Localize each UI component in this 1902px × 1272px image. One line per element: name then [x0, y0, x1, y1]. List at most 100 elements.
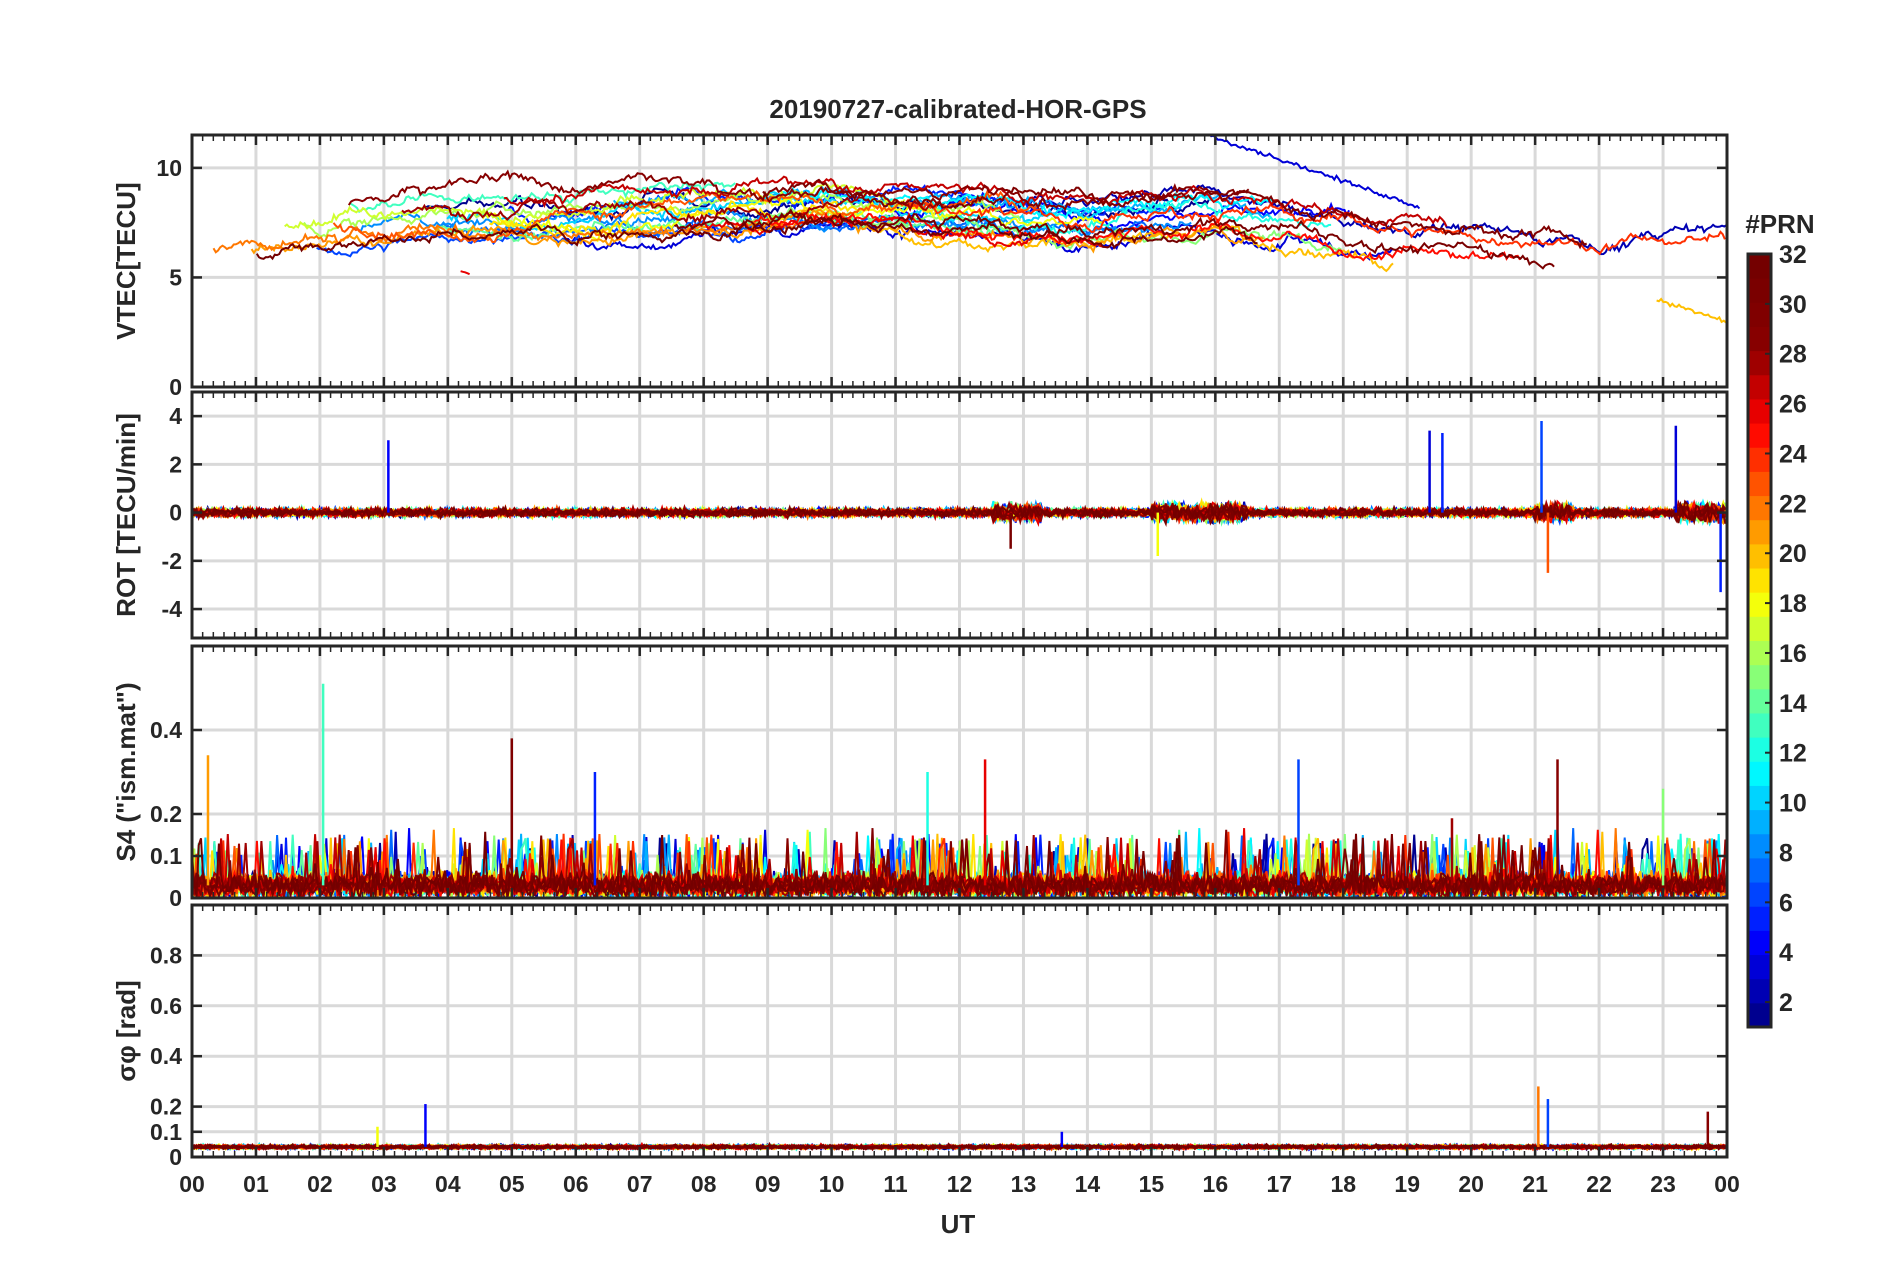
series-prn-32 — [255, 216, 1258, 261]
colorbar-level — [1748, 785, 1771, 811]
x-tick-label: 00 — [179, 1171, 205, 1197]
colorbar-tick-label: 22 — [1779, 490, 1807, 518]
x-tick-label: 12 — [947, 1171, 973, 1197]
x-tick-label: 17 — [1266, 1171, 1292, 1197]
y-tick-label: 0.1 — [150, 1119, 182, 1145]
series-prn-10 — [446, 191, 1128, 231]
colorbar-level — [1748, 857, 1771, 883]
x-tick-label: 23 — [1650, 1171, 1676, 1197]
y-tick-label: 0.2 — [150, 801, 182, 827]
colorbar-level — [1748, 978, 1771, 1004]
colorbar-level — [1748, 906, 1771, 931]
panel-s4: 0 0.1 0.2 0.4 S4 ("ism.mat") — [111, 644, 1729, 911]
colorbar-level — [1748, 398, 1771, 424]
colorbar-tick-label: 32 — [1779, 241, 1807, 269]
colorbar-tick-label: 18 — [1779, 590, 1807, 618]
arc-prn-20 — [1656, 297, 1727, 324]
colorbar-level — [1748, 423, 1771, 448]
colorbar-tick-label: 8 — [1779, 839, 1793, 867]
y-tick-label: 0.6 — [150, 993, 182, 1019]
series-prn-24 — [904, 198, 1726, 256]
x-tick-label: 15 — [1139, 1171, 1165, 1197]
x-ticks — [190, 646, 1729, 898]
x-tick-label: 11 — [883, 1171, 908, 1197]
colorbar-level — [1748, 278, 1771, 303]
x-tick-label: 00 — [1714, 1171, 1740, 1197]
y-tick-label: 0 — [169, 885, 182, 911]
colorbar-level — [1748, 882, 1771, 907]
x-tick-label: 01 — [243, 1171, 269, 1197]
y-tick-label: 0.4 — [150, 717, 182, 743]
colorbar-level — [1748, 326, 1771, 352]
colorbar-tick-label: 2 — [1779, 989, 1793, 1017]
arc-prn-3 — [1208, 135, 1421, 210]
colorbar-level — [1748, 568, 1771, 593]
colorbar-level — [1748, 640, 1771, 666]
x-axis-label: UT — [941, 1209, 976, 1239]
colorbar-level — [1748, 930, 1771, 956]
colorbar-level — [1748, 761, 1771, 786]
panel-vtec: 0 5 10 VTEC[TECU] — [111, 133, 1729, 400]
colorbar-level — [1748, 809, 1771, 835]
y-tick-label: 0.8 — [150, 942, 182, 968]
colorbar-tick-label: 14 — [1779, 690, 1807, 718]
x-tick-label: 07 — [627, 1171, 653, 1197]
colorbar-level — [1748, 954, 1771, 980]
y-axis-label-s4: S4 ("ism.mat") — [111, 682, 141, 861]
colorbar-level — [1748, 833, 1771, 859]
x-tick-label: 03 — [371, 1171, 397, 1197]
colorbar-level — [1748, 374, 1771, 400]
colorbar-level — [1748, 543, 1771, 569]
x-tick-label: 13 — [1011, 1171, 1037, 1197]
colorbar-tick-label: 28 — [1779, 341, 1807, 369]
x-tick-label: 09 — [755, 1171, 781, 1197]
y-tick-label: 0 — [169, 1144, 182, 1170]
y-tick-label: 0.4 — [150, 1043, 182, 1069]
x-tick-label: 05 — [499, 1171, 525, 1197]
x-tick-label: 14 — [1075, 1171, 1101, 1197]
chart-title: 20190727-calibrated-HOR-GPS — [769, 94, 1146, 124]
series-prn-28 — [401, 189, 945, 224]
x-tick-label: 19 — [1394, 1171, 1420, 1197]
colorbar-level — [1748, 495, 1771, 521]
colorbar-tick-label: 16 — [1779, 640, 1807, 668]
panel-sigma_phi: 00.10.2 0.4 0.6 0.8 σφ [rad] 00 01 02 03 04 05 06 07… — [111, 903, 1740, 1197]
x-tick-label: 22 — [1586, 1171, 1612, 1197]
series-prn-20 — [873, 225, 1394, 273]
y-axis-label-rot: ROT [TECU/min] — [111, 413, 141, 617]
series-prn-17 — [284, 182, 906, 230]
arc-prn-26 — [460, 270, 470, 276]
colorbar-level — [1748, 688, 1771, 714]
colorbar-level — [1748, 712, 1771, 738]
series-prn-29 — [347, 169, 1250, 212]
x-tick-label: 20 — [1458, 1171, 1484, 1197]
y-tick-label: -2 — [162, 548, 182, 574]
x-ticks — [190, 905, 1729, 1157]
colorbar-frame — [1746, 252, 1773, 1029]
x-tick-label: 04 — [435, 1171, 461, 1197]
y-tick-label: 0 — [169, 374, 182, 400]
series-prn-31 — [673, 208, 1555, 270]
colorbar-tick-label: 26 — [1779, 391, 1807, 419]
colorbar-tick-label: 4 — [1779, 939, 1793, 967]
colorbar-level — [1748, 519, 1771, 545]
colorbar-tick-label: 20 — [1779, 540, 1807, 568]
colorbar-tick-label: 30 — [1779, 291, 1807, 319]
x-ticks — [190, 135, 1729, 387]
x-tick-label: 18 — [1330, 1171, 1356, 1197]
colorbar-tick-label: 6 — [1779, 889, 1793, 917]
x-tick-label: 08 — [691, 1171, 717, 1197]
colorbar-level — [1748, 302, 1771, 327]
colorbar-level — [1748, 616, 1771, 641]
x-tick-label: 21 — [1522, 1171, 1548, 1197]
colorbar-tick-label: 12 — [1779, 740, 1807, 768]
colorbar-level — [1748, 471, 1771, 497]
colorbar-level — [1748, 737, 1771, 762]
colorbar-tick-label: 24 — [1779, 440, 1807, 468]
series-prn-30 — [762, 178, 1588, 250]
colorbar-level — [1748, 447, 1771, 472]
